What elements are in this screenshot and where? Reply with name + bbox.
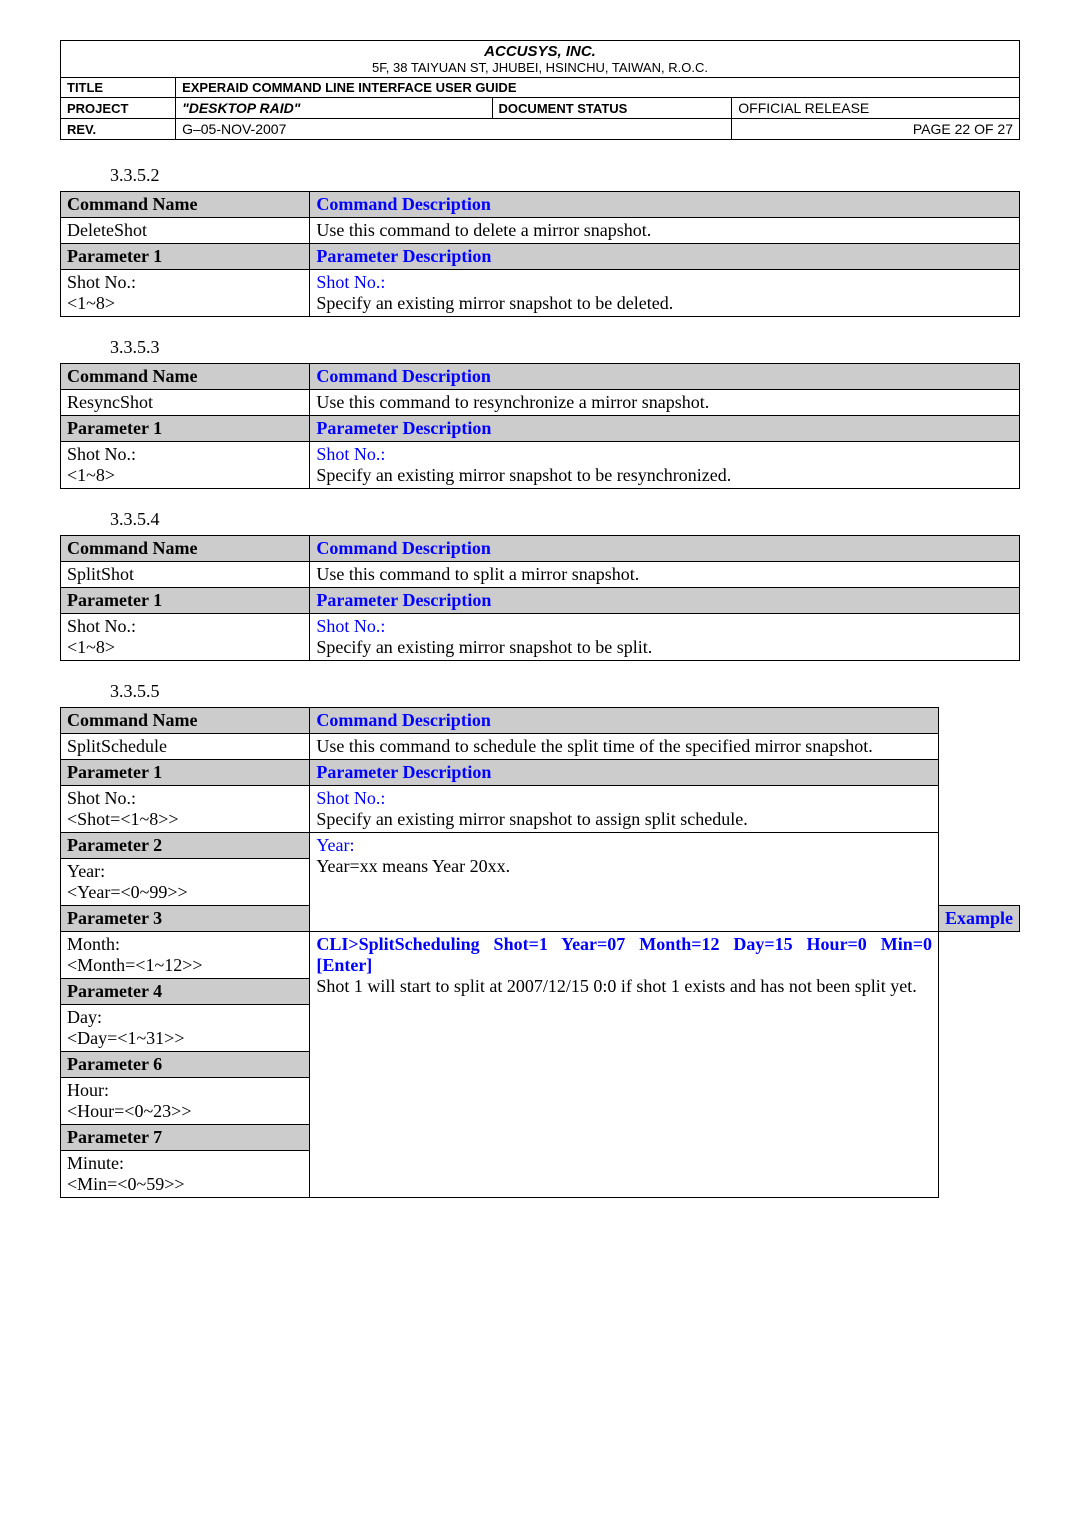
command-name: DeleteShot — [61, 218, 310, 244]
title-value: EXPERAID COMMAND LINE INTERFACE USER GUI… — [176, 78, 1020, 98]
command-table-splitshot: Command NameCommand Description SplitSho… — [60, 535, 1020, 661]
command-desc: Use this command to resynchronize a mirr… — [310, 390, 1020, 416]
header-cell: Parameter Description — [310, 416, 1020, 442]
doc-status-label: DOCUMENT STATUS — [492, 98, 732, 119]
section-number: 3.3.5.4 — [110, 509, 1020, 530]
command-name: ResyncShot — [61, 390, 310, 416]
header-cell: Command Name — [61, 192, 310, 218]
header-cell: Command Name — [61, 536, 310, 562]
command-desc: Use this command to delete a mirror snap… — [310, 218, 1020, 244]
rev-label: REV. — [61, 119, 176, 140]
header-cell: Command Name — [61, 364, 310, 390]
header-cell: Parameter 6 — [61, 1052, 310, 1078]
header-cell: Parameter Description — [310, 244, 1020, 270]
command-desc: Use this command to split a mirror snaps… — [310, 562, 1020, 588]
command-table-splitschedule: Command NameCommand Description SplitSch… — [60, 707, 1020, 1198]
header-cell: Parameter 1 — [61, 416, 310, 442]
header-cell: Command Description — [310, 708, 939, 734]
command-table-deleteshot: Command NameCommand Description DeleteSh… — [60, 191, 1020, 317]
param-cell: Day:<Day=<1~31>> — [61, 1005, 310, 1052]
param-desc: Shot No.:Specify an existing mirror snap… — [310, 614, 1020, 661]
param-cell: Year:<Year=<0~99>> — [61, 859, 310, 906]
header-cell: Command Description — [310, 192, 1020, 218]
section-number: 3.3.5.5 — [110, 681, 1020, 702]
param-cell: Shot No.:<1~8> — [61, 614, 310, 661]
param-desc: Shot No.:Specify an existing mirror snap… — [310, 786, 939, 833]
example-cell: CLI>SplitScheduling Shot=1 Year=07 Month… — [310, 932, 939, 1198]
company-name: ACCUSYS, INC. — [67, 43, 1013, 60]
header-cell: Parameter 1 — [61, 588, 310, 614]
param-desc: Year:Year=xx means Year 20xx. — [310, 833, 939, 932]
project-label: PROJECT — [61, 98, 176, 119]
command-table-resyncshot: Command NameCommand Description ResyncSh… — [60, 363, 1020, 489]
param-cell: Shot No.:<1~8> — [61, 442, 310, 489]
document-header: ACCUSYS, INC.5F, 38 TAIYUAN ST, JHUBEI, … — [60, 40, 1020, 140]
header-cell: Command Description — [310, 536, 1020, 562]
header-cell: Parameter Description — [310, 588, 1020, 614]
header-cell: Parameter 3 — [61, 906, 310, 932]
command-name: SplitShot — [61, 562, 310, 588]
command-desc: Use this command to schedule the split t… — [310, 734, 939, 760]
project-value: "DESKTOP RAID" — [176, 98, 492, 119]
param-cell: Hour:<Hour=<0~23>> — [61, 1078, 310, 1125]
param-cell: Shot No.:<1~8> — [61, 270, 310, 317]
header-cell: Parameter 1 — [61, 760, 310, 786]
section-number: 3.3.5.2 — [110, 165, 1020, 186]
param-desc: Shot No.:Specify an existing mirror snap… — [310, 270, 1020, 317]
page-number: PAGE 22 OF 27 — [732, 119, 1020, 140]
company-address: 5F, 38 TAIYUAN ST, JHUBEI, HSINCHU, TAIW… — [67, 60, 1013, 75]
header-cell: Command Description — [310, 364, 1020, 390]
param-cell: Month:<Month=<1~12>> — [61, 932, 310, 979]
header-cell: Parameter Description — [310, 760, 939, 786]
header-cell: Parameter 1 — [61, 244, 310, 270]
rev-value: G–05-NOV-2007 — [176, 119, 732, 140]
param-desc: Shot No.:Specify an existing mirror snap… — [310, 442, 1020, 489]
param-cell: Minute:<Min=<0~59>> — [61, 1151, 310, 1198]
title-label: TITLE — [61, 78, 176, 98]
param-cell: Shot No.:<Shot=<1~8>> — [61, 786, 310, 833]
doc-status-value: OFFICIAL RELEASE — [732, 98, 1020, 119]
section-number: 3.3.5.3 — [110, 337, 1020, 358]
header-cell: Parameter 7 — [61, 1125, 310, 1151]
header-cell: Example — [938, 906, 1019, 932]
header-cell: Command Name — [61, 708, 310, 734]
header-cell: Parameter 4 — [61, 979, 310, 1005]
header-cell: Parameter 2 — [61, 833, 310, 859]
command-name: SplitSchedule — [61, 734, 310, 760]
